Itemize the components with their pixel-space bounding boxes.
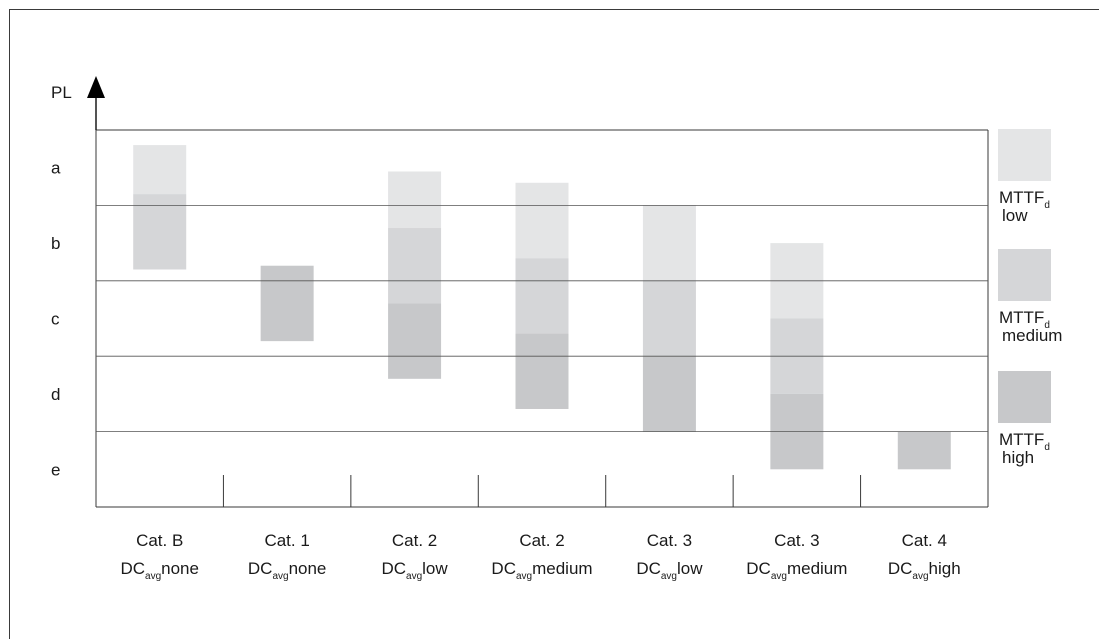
dc-level: high — [929, 559, 961, 578]
dc-subscript: avg — [771, 571, 787, 582]
x-tick-label-cat: Cat. B — [136, 531, 183, 550]
legend-subscript: d — [1044, 442, 1050, 453]
legend-swatch-low — [998, 129, 1051, 181]
dc-level: medium — [787, 559, 847, 578]
legend-level-high: high — [1002, 448, 1034, 467]
bar-high-2 — [388, 303, 442, 379]
legend-level-low: low — [1002, 206, 1028, 225]
x-tick-label-dc: DCavgnone — [248, 559, 327, 582]
dc-subscript: avg — [912, 571, 928, 582]
dc-subscript: avg — [272, 571, 288, 582]
legend-main: MTTF — [999, 308, 1044, 327]
x-tick-label-cat: Cat. 1 — [264, 531, 309, 550]
dc-subscript: avg — [516, 571, 532, 582]
x-tick-label-dc: DCavghigh — [888, 559, 961, 582]
x-tick-label-dc: DCavgmedium — [746, 559, 847, 582]
x-tick-label-cat: Cat. 2 — [392, 531, 437, 550]
bar-high-1 — [260, 265, 314, 342]
bar-medium-0 — [133, 194, 187, 270]
legend-main: MTTF — [999, 188, 1044, 207]
dc-level: medium — [532, 559, 592, 578]
x-tick-label-dc: DCavgnone — [120, 559, 199, 582]
x-tick-label-cat: Cat. 4 — [902, 531, 947, 550]
legend-label-medium: MTTFd — [999, 308, 1050, 331]
legend-swatch-medium — [998, 249, 1051, 301]
x-tick-label-dc: DCavglow — [636, 559, 703, 582]
dc-subscript: avg — [145, 571, 161, 582]
dc-prefix: DC — [120, 559, 145, 578]
dc-prefix: DC — [381, 559, 406, 578]
dc-prefix: DC — [491, 559, 516, 578]
x-tick-label-cat: Cat. 3 — [774, 531, 819, 550]
x-tick-label-cat: Cat. 2 — [519, 531, 564, 550]
y-tick-label: a — [51, 159, 61, 178]
legend-swatch-high — [998, 371, 1051, 423]
bar-high-3 — [515, 333, 569, 409]
figure-frame — [9, 9, 1099, 639]
bar-low-0 — [133, 145, 187, 195]
y-axis-arrow-icon — [87, 76, 105, 98]
dc-prefix: DC — [888, 559, 913, 578]
legend-main: MTTF — [999, 430, 1044, 449]
legend-subscript: d — [1044, 320, 1050, 331]
dc-prefix: DC — [248, 559, 273, 578]
bar-low-4 — [642, 205, 696, 281]
dc-level: low — [422, 559, 448, 578]
x-tick-label-cat: Cat. 3 — [647, 531, 692, 550]
bar-low-3 — [515, 182, 569, 259]
legend-subscript: d — [1044, 200, 1050, 211]
y-tick-label: b — [51, 234, 60, 253]
y-tick-label: e — [51, 460, 60, 479]
dc-level: none — [289, 559, 327, 578]
y-tick-label: c — [51, 310, 60, 329]
dc-prefix: DC — [636, 559, 661, 578]
legend-label-high: MTTFd — [999, 430, 1050, 453]
x-tick-label-dc: DCavgmedium — [491, 559, 592, 582]
bar-low-2 — [388, 171, 442, 229]
legend-level-medium: medium — [1002, 326, 1062, 345]
bar-high-6 — [897, 431, 951, 470]
bar-medium-3 — [515, 258, 569, 334]
y-axis-label: PL — [51, 83, 72, 102]
bar-medium-2 — [388, 228, 442, 304]
dc-subscript: avg — [661, 571, 677, 582]
dc-level: none — [161, 559, 199, 578]
dc-subscript: avg — [406, 571, 422, 582]
dc-level: low — [677, 559, 703, 578]
bar-high-4 — [642, 356, 696, 432]
y-tick-label: d — [51, 385, 60, 404]
x-tick-label-dc: DCavglow — [381, 559, 448, 582]
legend-label-low: MTTFd — [999, 188, 1050, 211]
bar-medium-4 — [642, 280, 696, 357]
dc-prefix: DC — [746, 559, 771, 578]
